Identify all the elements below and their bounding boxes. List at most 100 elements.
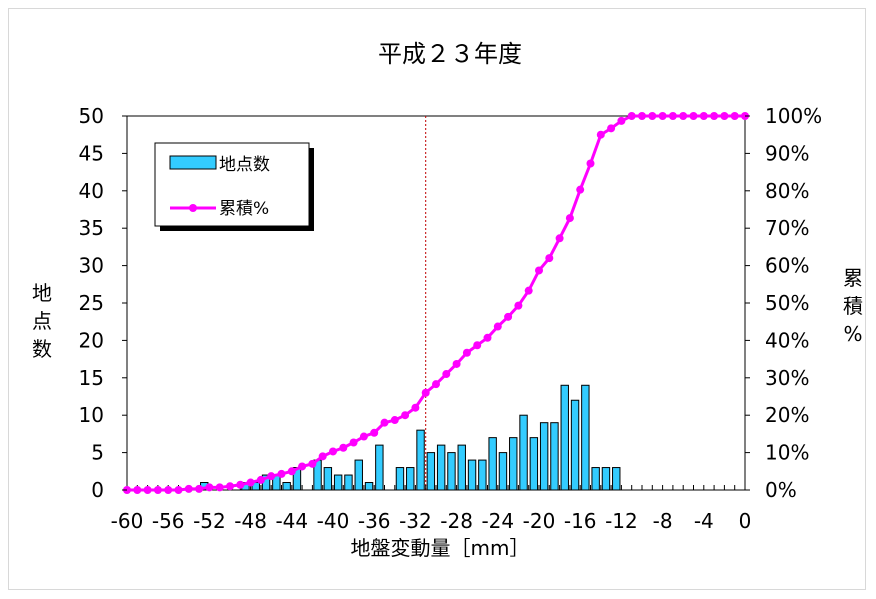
y-tick-label: 15 xyxy=(79,366,104,390)
y-tick-label: 20 xyxy=(79,328,104,352)
cumulative-point xyxy=(452,359,461,368)
y-tick-label: 45 xyxy=(79,141,104,165)
y-tick-label: 25 xyxy=(79,291,104,315)
cumulative-point xyxy=(535,266,543,275)
y2-tick-label: 60% xyxy=(765,254,809,278)
cumulative-point xyxy=(524,286,533,295)
cumulative-point xyxy=(133,486,142,494)
cumulative-point xyxy=(720,112,729,120)
cumulative-point xyxy=(699,112,708,120)
cumulative-point xyxy=(246,478,255,487)
x-tick-label: -4 xyxy=(694,509,714,533)
histogram-bar xyxy=(498,452,508,491)
cumulative-point xyxy=(359,432,368,441)
cumulative-point xyxy=(462,348,471,357)
y-tick-label: 5 xyxy=(91,441,104,465)
cumulative-point xyxy=(205,483,214,492)
cumulative-point xyxy=(195,484,204,493)
cumulative-point xyxy=(565,214,574,223)
cumulative-point xyxy=(679,112,688,120)
cumulative-point xyxy=(298,462,307,471)
chart-frame xyxy=(8,8,866,590)
cumulative-point xyxy=(586,159,595,168)
cumulative-point xyxy=(318,452,327,461)
x-tick-label: -40 xyxy=(317,509,350,533)
y-tick-label: 10 xyxy=(79,403,104,427)
cumulative-point xyxy=(658,112,667,120)
y-tick-label: 35 xyxy=(79,216,104,240)
histogram-bar xyxy=(416,429,425,491)
histogram-bar xyxy=(436,444,446,491)
x-tick-label: -32 xyxy=(399,509,432,533)
histogram-bar xyxy=(591,467,600,491)
y2-tick-label: 80% xyxy=(765,179,809,203)
cumulative-point xyxy=(442,370,451,379)
histogram-bar xyxy=(478,459,487,491)
x-tick-label: 0 xyxy=(739,509,752,533)
cumulative-point xyxy=(555,234,564,243)
histogram-bar xyxy=(406,467,415,491)
cumulative-point xyxy=(648,112,657,120)
histogram-bar xyxy=(488,437,497,491)
cumulative-point xyxy=(545,254,554,263)
y-tick-label: 50 xyxy=(79,104,104,128)
y2-tick-label: 40% xyxy=(765,328,809,352)
x-axis-label: 地盤変動量［mm］ xyxy=(351,536,530,560)
cumulative-point xyxy=(493,322,502,331)
y2-tick-label: 10% xyxy=(765,441,809,465)
cumulative-point xyxy=(617,116,626,125)
x-tick-label: -24 xyxy=(481,509,514,533)
cumulative-point xyxy=(153,486,162,494)
cumulative-point xyxy=(370,428,379,437)
histogram-bar xyxy=(375,444,384,491)
cumulative-point xyxy=(390,416,399,425)
x-tick-label: -20 xyxy=(523,509,556,533)
cumulative-point xyxy=(411,403,420,412)
y2-tick-label: 20% xyxy=(765,403,809,427)
histogram-bar xyxy=(282,482,291,491)
cumulative-point xyxy=(576,185,585,194)
histogram-bar xyxy=(581,384,590,491)
cumulative-point xyxy=(668,112,677,120)
x-tick-label: -36 xyxy=(358,509,391,533)
histogram-bar xyxy=(519,414,528,491)
histogram-bar xyxy=(354,459,363,491)
histogram-bar xyxy=(364,482,374,491)
histogram-bar xyxy=(323,467,333,491)
x-tick-label: -56 xyxy=(152,509,185,533)
x-tick-label: -28 xyxy=(440,509,473,533)
histogram-bar xyxy=(333,474,343,491)
y2-axis-label: 累積% xyxy=(843,266,863,346)
cumulative-point xyxy=(730,112,739,120)
x-tick-label: -48 xyxy=(234,509,267,533)
x-tick-label: -60 xyxy=(111,509,144,533)
x-tick-label: -12 xyxy=(605,509,638,533)
cumulative-point xyxy=(184,484,193,493)
cumulative-point xyxy=(226,482,234,491)
cumulative-point xyxy=(164,486,173,494)
cumulative-point xyxy=(267,472,276,481)
x-tick-label: -44 xyxy=(275,509,308,533)
histogram-bar xyxy=(395,467,405,491)
histogram-bar xyxy=(457,444,466,491)
histogram-bar xyxy=(550,422,559,491)
histogram-bar xyxy=(509,437,518,491)
histogram-bar xyxy=(344,474,353,491)
histogram-bar xyxy=(570,399,580,491)
y2-tick-label: 70% xyxy=(765,216,809,240)
legend-line-label: 累積% xyxy=(219,199,269,219)
legend-bar-swatch xyxy=(169,155,217,170)
cumulative-point xyxy=(421,388,430,397)
cumulative-point xyxy=(607,124,616,133)
cumulative-point xyxy=(339,443,348,452)
histogram-bar xyxy=(447,452,456,491)
y2-tick-label: 0% xyxy=(765,478,797,502)
cumulative-point xyxy=(483,333,492,342)
cumulative-point xyxy=(277,469,286,478)
legend: 地点数 累積% xyxy=(154,142,314,231)
x-tick-label: -16 xyxy=(564,509,597,533)
cumulative-point xyxy=(401,411,410,420)
y-tick-label: 0 xyxy=(91,478,104,502)
histogram-bar xyxy=(539,422,549,491)
